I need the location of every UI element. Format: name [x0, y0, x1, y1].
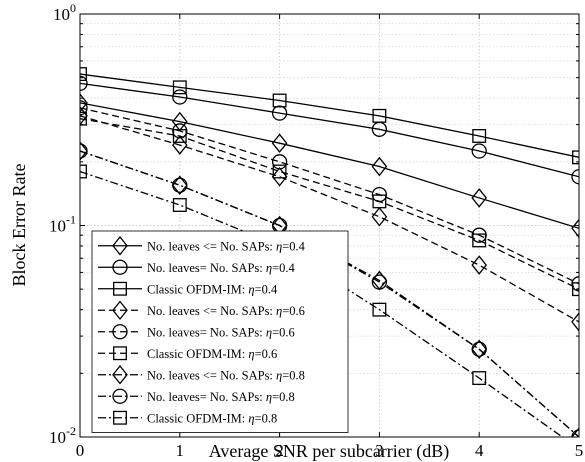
series-line [80, 102, 579, 229]
data-point [571, 427, 579, 437]
legend-marker [112, 300, 128, 321]
data-point [471, 255, 488, 275]
data-point [80, 111, 87, 126]
data-point [172, 123, 188, 139]
data-point [571, 169, 579, 185]
x-tick-label: 2 [275, 441, 284, 460]
data-point [372, 302, 387, 317]
data-point [471, 188, 488, 208]
x-tick-label: 1 [176, 441, 185, 460]
legend-marker [112, 324, 128, 340]
legend-marker [113, 346, 127, 361]
legend-item: Classic OFDM-IM: η=0.4 [98, 281, 278, 296]
data-point [271, 154, 288, 170]
legend-label: Classic OFDM-IM: η=0.6 [147, 347, 277, 361]
series [80, 100, 579, 292]
data-point [171, 175, 188, 196]
data-point [80, 141, 88, 161]
data-point [271, 133, 288, 153]
legend-label: No. leaves= No. SAPs: η=0.4 [147, 261, 295, 275]
series-line [80, 118, 579, 290]
data-point [471, 339, 488, 360]
legend-label: No. leaves <= No. SAPs: η=0.8 [147, 368, 305, 382]
data-point [80, 93, 88, 113]
legend-label: No. leaves <= No. SAPs: η=0.6 [147, 304, 305, 318]
data-point [172, 80, 187, 95]
data-point [571, 312, 579, 332]
legend-marker [112, 259, 128, 275]
series-line [80, 82, 579, 178]
data-point [80, 75, 88, 91]
data-point [372, 108, 387, 123]
data-point [271, 105, 288, 121]
legend-marker [113, 281, 127, 296]
series [80, 143, 579, 437]
y-axis-label: Block Error Rate [9, 164, 29, 287]
x-tick-label: 3 [375, 441, 384, 460]
data-point [472, 129, 487, 143]
legend-item: No. leaves= No. SAPs: η=0.4 [98, 259, 295, 275]
data-point [80, 100, 88, 116]
legend-label: No. leaves= No. SAPs: η=0.8 [147, 390, 295, 404]
legend-marker [112, 388, 128, 404]
x-tick-label: 5 [575, 441, 584, 460]
series-line [80, 115, 579, 323]
data-point [172, 89, 188, 105]
data-point [472, 233, 487, 248]
series [80, 111, 579, 297]
x-tick-label: 4 [475, 441, 484, 460]
legend-marker [112, 235, 128, 256]
legend-label: No. leaves <= No. SAPs: η=0.4 [147, 239, 306, 253]
data-point [172, 129, 187, 143]
data-point [80, 143, 88, 159]
data-point [572, 150, 579, 165]
legend-item: No. leaves <= No. SAPs: η=0.4 [98, 235, 306, 256]
data-point [80, 164, 87, 179]
data-point [80, 67, 87, 82]
legend-item: No. leaves <= No. SAPs: η=0.6 [98, 300, 305, 321]
legend: No. leaves <= No. SAPs: η=0.4 No. leaves=… [91, 230, 349, 433]
data-point [372, 194, 387, 209]
legend-label: Classic OFDM-IM: η=0.4 [147, 282, 278, 296]
data-point [272, 164, 287, 179]
series-line [80, 150, 579, 437]
legend-label: No. leaves= No. SAPs: η=0.6 [147, 325, 295, 339]
series-layer [80, 67, 579, 437]
legend-marker [113, 410, 127, 425]
y-tick-label: 10-1 [49, 213, 76, 236]
legend-item: No. leaves= No. SAPs: η=0.6 [98, 324, 295, 340]
data-point [472, 371, 487, 385]
data-point [272, 93, 287, 108]
data-point [471, 143, 487, 159]
legend-item: Classic OFDM-IM: η=0.8 [98, 410, 277, 425]
series [80, 67, 579, 165]
legend-label: Classic OFDM-IM: η=0.8 [147, 411, 277, 425]
series-line [80, 73, 579, 158]
data-point [172, 177, 188, 193]
axis-ticks: 0 1 2 3 4 5 100 10-1 10-2 [49, 1, 583, 460]
data-point [571, 276, 579, 292]
data-point [371, 156, 388, 177]
data-point [471, 341, 487, 357]
data-point [271, 166, 288, 187]
legend-item: No. leaves= No. SAPs: η=0.8 [98, 388, 295, 404]
legend-marker [112, 364, 128, 385]
legend-item: No. leaves <= No. SAPs: η=0.8 [98, 364, 305, 385]
data-point [371, 274, 388, 290]
data-point [371, 206, 388, 227]
data-point [471, 227, 487, 243]
series [80, 75, 579, 185]
y-tick-label: 100 [53, 1, 76, 24]
data-point [172, 198, 187, 212]
x-tick-label: 0 [76, 441, 85, 460]
series-line [80, 107, 579, 285]
y-tick-label: 10-2 [49, 424, 76, 447]
x-axis-label: Average SNR per subcarrier (dB) [209, 441, 450, 462]
legend-item: Classic OFDM-IM: η=0.6 [98, 346, 277, 361]
data-point [572, 282, 579, 297]
